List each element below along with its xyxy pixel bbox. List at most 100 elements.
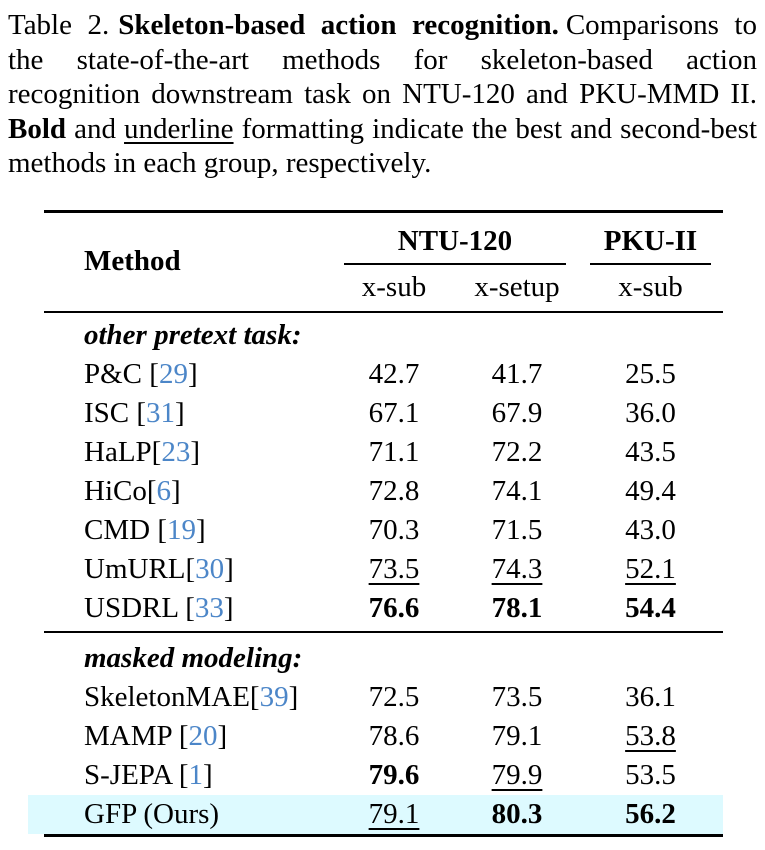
citation-link[interactable]: 30 <box>195 552 225 585</box>
citation-link[interactable]: 20 <box>188 719 218 752</box>
group-label: other pretext task: <box>84 318 302 351</box>
value-cell: 71.1 <box>368 435 420 468</box>
ntu-120-header: NTU-120 <box>397 224 513 257</box>
method-cell: SkeletonMAE[39] <box>44 678 332 717</box>
method-name-suffix: ] <box>223 591 234 624</box>
method-name-suffix: ] <box>187 357 198 390</box>
value-cell: 79.1 <box>368 797 420 830</box>
citation-link[interactable]: 1 <box>188 758 204 791</box>
citation-link[interactable]: 39 <box>259 680 289 713</box>
value-cell: 36.0 <box>625 396 676 429</box>
value-cell: 80.3 <box>491 797 543 830</box>
method-cell: UmURL[30] <box>44 550 332 589</box>
value-cell: 52.1 <box>625 552 676 585</box>
value-cell: 25.5 <box>625 357 676 390</box>
method-name-suffix: ] <box>195 513 206 546</box>
table-row: S-JEPA [1] 79.6 79.9 53.5 <box>44 756 723 795</box>
method-name: USDRL [ <box>84 591 195 624</box>
value-cell: 71.5 <box>491 513 543 546</box>
method-name: SkeletonMAE[ <box>84 680 260 713</box>
group-rows: SkeletonMAE[39] 72.5 73.5 36.1 MAMP [20] 78.6… <box>28 678 723 834</box>
method-name-suffix: ] <box>288 680 299 713</box>
method-name: CMD [ <box>84 513 167 546</box>
caption-text: Comparisons to the state-of-the-art meth… <box>8 9 757 110</box>
value-cell: 74.3 <box>491 552 543 585</box>
method-cell: ISC [31] <box>44 394 332 433</box>
table-row: HaLP[23] 71.1 72.2 43.5 <box>44 433 723 472</box>
table-row: HiCo[6] 72.8 74.1 49.4 <box>44 472 723 511</box>
value-cell: 73.5 <box>491 680 543 713</box>
value-cell: 73.5 <box>368 552 420 585</box>
value-cell: 78.1 <box>491 591 543 624</box>
pku-cmidrule <box>590 263 711 265</box>
pku-ii-column-group: PKU-II x-sub <box>578 213 723 311</box>
method-cell: MAMP [20] <box>44 717 332 756</box>
method-name-suffix: ] <box>190 435 200 468</box>
bottom-rule <box>44 833 723 838</box>
method-name: UmURL[ <box>84 552 196 585</box>
value-cell: 72.5 <box>368 680 420 713</box>
method-name-suffix: ] <box>203 758 213 791</box>
xsub-header: x-sub <box>361 271 427 304</box>
value-cell: 49.4 <box>625 474 676 507</box>
ntu-subheaders: x-sub x-setup <box>332 265 578 311</box>
table-row: ISC [31] 67.1 67.9 36.0 <box>44 394 723 433</box>
method-name-suffix: ] <box>217 719 228 752</box>
value-cell: 41.7 <box>491 357 543 390</box>
value-cell: 79.9 <box>491 758 543 791</box>
caption-text: formatting indicate the best and second-… <box>8 112 758 180</box>
value-cell: 72.2 <box>491 435 543 468</box>
citation-link[interactable]: 19 <box>166 513 196 546</box>
value-cell: 42.7 <box>368 357 420 390</box>
value-cell: 67.9 <box>491 396 543 429</box>
value-cell: 70.3 <box>368 513 420 546</box>
method-name: ISC [ <box>84 396 147 429</box>
method-name-suffix: ] <box>175 396 185 429</box>
citation-link[interactable]: 23 <box>161 435 191 468</box>
table-row: CMD [19] 70.3 71.5 43.0 <box>44 511 723 550</box>
method-cell: HiCo[6] <box>44 472 332 511</box>
value-cell: 53.5 <box>625 758 676 791</box>
method-cell: S-JEPA [1] <box>44 756 332 795</box>
group-masked-modeling: masked modeling: SkeletonMAE[39] 72.5 73.5… <box>28 636 723 834</box>
value-cell: 43.5 <box>625 435 676 468</box>
value-cell: 76.6 <box>368 591 420 624</box>
method-column-header: Method <box>44 213 332 311</box>
table-row: MAMP [20] 78.6 79.1 53.8 <box>44 717 723 756</box>
value-cell: 72.8 <box>368 474 420 507</box>
caption-underline-word: underline <box>124 112 234 145</box>
group-other-pretext-task: other pretext task: P&C [29] 42.7 41.7 25.5… <box>44 313 723 628</box>
citation-link[interactable]: 31 <box>146 396 176 429</box>
mid-rule <box>44 630 723 633</box>
caption-label: Table 2. <box>8 9 110 41</box>
header-rule <box>44 310 723 313</box>
method-cell: P&C [29] <box>44 355 332 394</box>
top-rule <box>44 209 723 213</box>
method-name: GFP (Ours) <box>84 797 220 830</box>
results-table: Method NTU-120 x-sub x-setup PKU-II x-su… <box>28 209 723 838</box>
table-header: Method NTU-120 x-sub x-setup PKU-II x-su… <box>44 213 723 311</box>
citation-link[interactable]: 33 <box>194 591 224 624</box>
value-cell: 54.4 <box>625 591 676 624</box>
group-rows: P&C [29] 42.7 41.7 25.5 ISC [31] 67.1 67.9 36.0… <box>44 355 723 628</box>
value-cell: 53.8 <box>625 719 676 752</box>
pku-ii-header: PKU-II <box>603 224 698 257</box>
table-row: SkeletonMAE[39] 72.5 73.5 36.1 <box>44 678 723 717</box>
method-name: S-JEPA [ <box>84 758 189 791</box>
citation-link[interactable]: 6 <box>156 474 172 507</box>
caption-title: Skeleton-based action recognition. <box>118 9 559 41</box>
method-name-suffix: ] <box>224 552 234 585</box>
method-name-suffix: ] <box>171 474 181 507</box>
value-cell: 79.1 <box>491 719 543 752</box>
group-label: masked modeling: <box>84 641 303 674</box>
method-cell: USDRL [33] <box>44 589 332 628</box>
ntu-120-column-group: NTU-120 x-sub x-setup <box>332 213 578 311</box>
table-caption: Table 2. Skeleton-based action recognitio… <box>8 8 757 181</box>
ntu-cmidrule <box>344 263 566 265</box>
pku-subheaders: x-sub <box>578 265 723 311</box>
xsetup-header: x-setup <box>474 271 560 304</box>
table-row: UmURL[30] 73.5 74.3 52.1 <box>44 550 723 589</box>
citation-link[interactable]: 29 <box>158 357 188 390</box>
table-row: USDRL [33] 76.6 78.1 54.4 <box>44 589 723 628</box>
